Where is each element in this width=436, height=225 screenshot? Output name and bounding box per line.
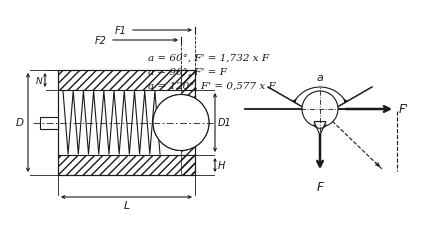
Bar	[58, 71, 195, 175]
Circle shape	[302, 92, 338, 127]
Text: F': F'	[399, 103, 409, 116]
Bar	[181, 71, 195, 175]
Text: D: D	[16, 118, 24, 128]
Text: D1: D1	[218, 118, 232, 128]
Text: a = 90°, F' = F: a = 90°, F' = F	[148, 67, 227, 76]
Text: F2: F2	[95, 36, 107, 46]
Text: H: H	[218, 160, 225, 170]
Bar	[58, 155, 195, 175]
Text: N: N	[35, 76, 42, 85]
Text: F1: F1	[115, 26, 127, 36]
Bar	[58, 71, 195, 175]
Circle shape	[153, 95, 209, 151]
Text: a: a	[317, 73, 324, 83]
Text: a = 120°, F' = 0,577 x F: a = 120°, F' = 0,577 x F	[148, 81, 276, 90]
Text: F: F	[317, 180, 324, 193]
Polygon shape	[314, 122, 326, 135]
Bar	[58, 71, 195, 91]
Text: a = 60°, F' = 1,732 x F: a = 60°, F' = 1,732 x F	[148, 53, 269, 62]
Text: L: L	[123, 200, 129, 210]
Circle shape	[153, 95, 209, 151]
Bar	[40, 117, 58, 129]
